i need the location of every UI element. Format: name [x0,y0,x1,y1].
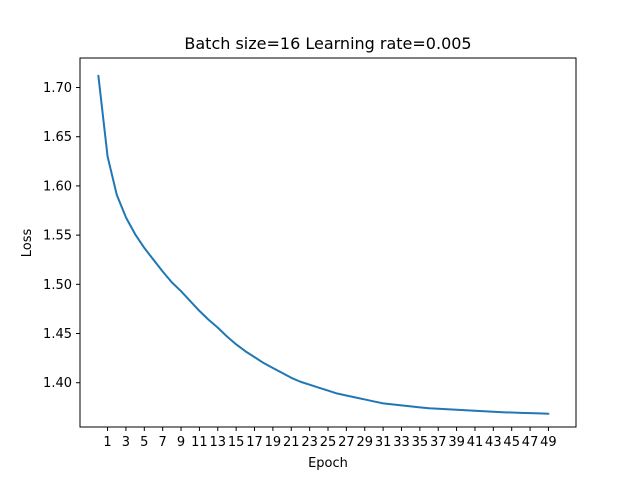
x-tick-label: 27 [338,435,355,450]
x-tick-label: 45 [503,435,520,450]
x-tick-label: 9 [177,435,185,450]
x-tick-label: 23 [301,435,318,450]
x-tick-label: 15 [228,435,245,450]
y-tick-label: 1.60 [43,179,72,194]
x-axis-ticks: 1 3 5 7 9 11 13 15 17 19 21 23 25 27 29 31 33 35 37 39 41 43 4… [103,427,557,450]
x-tick-label: 35 [412,435,429,450]
loss-series-line [97,74,550,415]
x-tick-label: 31 [375,435,392,450]
y-tick-label: 1.65 [43,130,72,145]
x-tick-label: 13 [210,435,227,450]
y-tick-label: 1.40 [43,376,72,391]
x-axis-title: Epoch [308,456,348,471]
x-tick-label: 19 [265,435,282,450]
x-tick-label: 43 [485,435,502,450]
y-axis-ticks: 1.40 1.45 1.50 1.55 1.60 1.65 1.70 [43,81,80,391]
x-tick-label: 11 [191,435,208,450]
y-tick-label: 1.50 [43,278,72,293]
chart-title: Batch size=16 Learning rate=0.005 [184,34,471,53]
x-tick-label: 1 [103,435,111,450]
x-tick-label: 47 [522,435,539,450]
y-axis-title: Loss [20,229,35,258]
x-tick-label: 17 [246,435,263,450]
x-tick-label: 7 [159,435,167,450]
x-tick-label: 3 [122,435,130,450]
y-tick-label: 1.55 [43,229,72,244]
x-tick-label: 33 [393,435,410,450]
x-tick-label: 21 [283,435,300,450]
x-tick-label: 39 [448,435,465,450]
x-tick-label: 5 [140,435,148,450]
x-tick-label: 37 [430,435,447,450]
plot-area [97,74,550,415]
x-tick-label: 49 [540,435,557,450]
y-tick-label: 1.70 [43,81,72,96]
x-tick-label: 25 [320,435,337,450]
x-tick-label: 29 [356,435,373,450]
x-tick-label: 41 [467,435,484,450]
y-tick-label: 1.45 [43,327,72,342]
